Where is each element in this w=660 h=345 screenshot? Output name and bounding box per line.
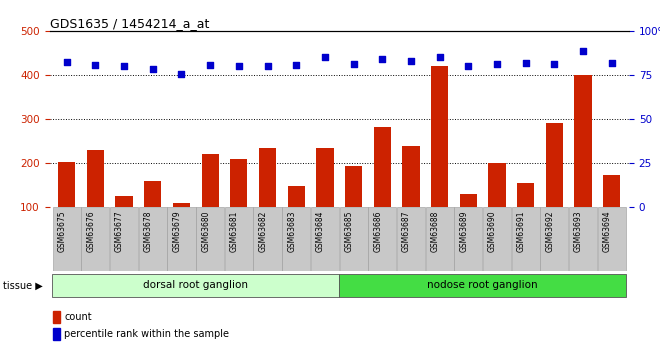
Bar [288,186,305,207]
Bar [168,207,195,271]
Point [319,55,330,60]
Bar [173,204,190,207]
Bar [603,175,620,207]
Bar [139,207,167,271]
Text: GSM63676: GSM63676 [86,210,96,252]
Point [147,67,158,72]
Point [61,59,72,65]
FancyBboxPatch shape [52,274,339,297]
Point [348,61,359,67]
Text: dorsal root ganglion: dorsal root ganglion [143,280,248,290]
Bar [53,328,60,340]
Bar [403,146,420,207]
Text: GSM63678: GSM63678 [144,210,152,252]
Text: GSM63675: GSM63675 [57,210,67,252]
Bar [259,148,276,207]
Text: nodose root ganglion: nodose root ganglion [428,280,538,290]
Text: percentile rank within the sample: percentile rank within the sample [64,329,230,339]
Text: GSM63680: GSM63680 [201,210,210,252]
Point [549,61,560,67]
Bar [201,154,218,207]
Bar [454,207,482,271]
Text: GSM63682: GSM63682 [259,210,267,252]
Text: GSM63684: GSM63684 [316,210,325,252]
Text: GDS1635 / 1454214_a_at: GDS1635 / 1454214_a_at [50,17,209,30]
Bar [196,207,224,271]
Bar [368,207,396,271]
Point [434,55,445,60]
Text: GSM63692: GSM63692 [545,210,554,252]
Point [377,56,387,61]
Text: GSM63689: GSM63689 [459,210,469,252]
Bar [53,310,60,323]
Bar [517,183,535,207]
Bar [512,207,540,271]
Bar [598,207,626,271]
Text: count: count [64,312,92,322]
Point [291,62,302,68]
Bar [488,163,506,207]
Point [578,48,588,53]
Text: GSM63688: GSM63688 [430,210,440,252]
Text: GSM63677: GSM63677 [115,210,124,252]
Bar [58,162,75,207]
Text: GSM63691: GSM63691 [517,210,526,252]
Text: GSM63693: GSM63693 [574,210,583,252]
Bar [574,75,591,207]
Text: GSM63683: GSM63683 [287,210,296,252]
Bar [144,181,162,207]
Text: GSM63687: GSM63687 [402,210,411,252]
Bar [345,166,362,207]
Point [262,63,273,69]
Bar [431,66,448,207]
Text: GSM63681: GSM63681 [230,210,239,252]
Bar [374,127,391,207]
Text: GSM63694: GSM63694 [603,210,612,252]
Bar [253,207,282,271]
Point [521,60,531,66]
Bar [225,207,253,271]
Point [463,63,474,69]
Bar [53,207,81,271]
Point [119,63,129,69]
Bar [426,207,453,271]
Bar [311,207,339,271]
Bar [87,150,104,207]
Bar [81,207,110,271]
Bar [282,207,310,271]
Point [406,58,416,63]
FancyBboxPatch shape [339,274,626,297]
Bar [397,207,425,271]
Point [234,63,244,69]
Bar [483,207,511,271]
Bar [541,207,568,271]
Bar [546,124,563,207]
Bar [339,207,368,271]
Text: GSM63685: GSM63685 [345,210,354,252]
Bar [230,159,248,207]
Text: GSM63679: GSM63679 [172,210,182,252]
Bar [115,196,133,207]
Text: GSM63686: GSM63686 [374,210,382,252]
Bar [316,148,333,207]
Bar [460,194,477,207]
Bar [110,207,138,271]
Point [492,61,502,67]
Text: GSM63690: GSM63690 [488,210,497,252]
Text: tissue ▶: tissue ▶ [3,280,43,290]
Point [90,62,101,68]
Point [205,62,215,68]
Point [176,71,187,77]
Bar [569,207,597,271]
Point [607,60,617,66]
